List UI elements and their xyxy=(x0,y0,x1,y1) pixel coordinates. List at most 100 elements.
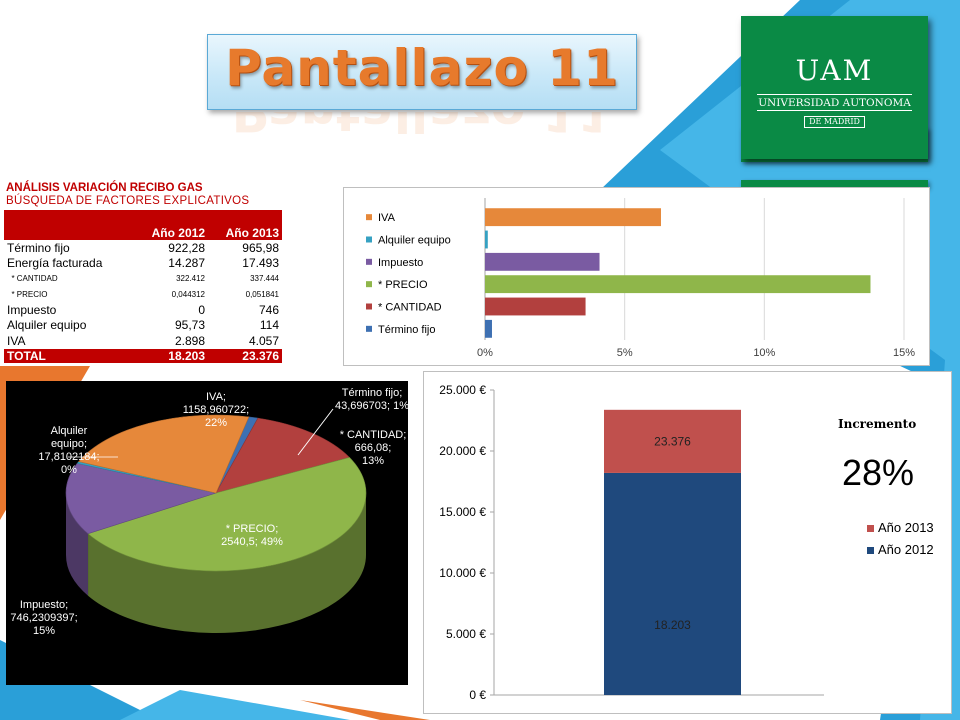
stack-bar-label-1: 23.376 xyxy=(654,434,691,448)
legend-swatch xyxy=(366,258,372,265)
pie-side-2 xyxy=(88,493,366,633)
pie-label-cantidad: * CANTIDAD; 666,08; 13% xyxy=(339,429,407,467)
y-tick-label: 15.000 € xyxy=(439,505,486,519)
table-cell-value: 965,98 xyxy=(242,240,279,255)
y-tick-label: 5.000 € xyxy=(446,627,486,641)
table-row: Impuesto 0 746 xyxy=(4,302,282,318)
legend-label: Término fijo xyxy=(378,324,435,336)
y-tick-label: 0 € xyxy=(469,688,486,702)
side-tab-2 xyxy=(741,180,928,188)
table-cell-value: 746 xyxy=(258,302,279,317)
table-row: Término fijo 922,28 965,98 xyxy=(4,240,282,256)
variation-bar-chart: 0% 5% 10% 15% IVA Alquiler equipo Impuesto * PR… xyxy=(366,198,915,359)
table-total-value: 23.376 xyxy=(208,348,282,363)
logo-acronym: UAM xyxy=(795,54,874,87)
x-tick-label: 0% xyxy=(477,347,493,359)
total-stacked-chart: 0 € 5.000 € 10.000 € 15.000 € 20.000 € 25.000… xyxy=(439,383,934,702)
legend-swatch xyxy=(366,325,372,332)
table-total-value: 18.203 xyxy=(134,348,208,363)
table-cell-value: 922,28 xyxy=(168,240,205,255)
x-tick-label: 15% xyxy=(893,347,915,359)
table-header-row: Año 2012 Año 2013 xyxy=(4,210,282,240)
table-header-blank xyxy=(4,210,134,240)
pie-label-termino-fijo: Término fijo; 43,696703; 1% xyxy=(334,387,410,412)
pie-slice-2 xyxy=(87,457,367,572)
table-subtitle: BÚSQUEDA DE FACTORES EXPLICATIVOS xyxy=(6,195,250,207)
y-tick-label: 20.000 € xyxy=(439,444,486,458)
legend-label: Alquiler equipo xyxy=(378,235,451,247)
logo-rule-top xyxy=(757,94,912,95)
legend-swatch xyxy=(366,214,372,221)
title-banner: Pantallazo 11 xyxy=(207,34,637,110)
legend-swatch xyxy=(366,236,372,243)
stack-bar-0 xyxy=(604,472,741,695)
table-cell-label: * PRECIO xyxy=(7,289,48,299)
bar-3 xyxy=(485,275,871,294)
pie-chart xyxy=(65,408,367,633)
y-tick-label: 25.000 € xyxy=(439,383,486,397)
legend-label: Impuesto xyxy=(378,257,423,269)
table-cell-value: 337.444 xyxy=(250,274,279,284)
stack-bar-label-0: 18.203 xyxy=(654,618,691,632)
table-cell-label: Término fijo xyxy=(7,240,70,255)
table-title: ANÁLISIS VARIACIÓN RECIBO GAS xyxy=(6,182,203,194)
table-cell-value: 2.898 xyxy=(174,333,205,348)
pie-label-precio: * PRECIO; 2540,5; 49% xyxy=(221,523,283,548)
table-row: Energía facturada 14.287 17.493 xyxy=(4,256,282,272)
increment-value: 28% xyxy=(842,452,915,493)
pie-slice-5 xyxy=(78,414,250,494)
pie-label-iva: IVA; 1158,960722; 22% xyxy=(182,391,250,429)
slide-title: Pantallazo 11 xyxy=(225,39,619,97)
uam-logo: UAM UNIVERSIDAD AUTONOMA DE MADRID xyxy=(741,16,928,159)
logo-city-box: DE MADRID xyxy=(741,111,928,129)
logo-university: UNIVERSIDAD AUTONOMA xyxy=(758,97,911,109)
table-cell-value: 14.287 xyxy=(168,256,205,271)
table-cell-value: 17.493 xyxy=(242,256,279,271)
bar-1 xyxy=(485,230,488,249)
legend-swatch xyxy=(366,303,372,310)
table-cell-value: 322.412 xyxy=(176,274,205,284)
table-cell-label: Energía facturada xyxy=(7,256,103,271)
increment-label: Incremento xyxy=(838,417,917,431)
table-header-2012: Año 2012 xyxy=(134,210,208,240)
legend-label: Año 2013 xyxy=(878,520,934,535)
legend-label: Año 2012 xyxy=(878,542,934,557)
x-tick-label: 5% xyxy=(617,347,633,359)
table-cell-value: 0,044312 xyxy=(171,289,205,299)
y-tick-label: 10.000 € xyxy=(439,566,486,580)
pie-chart-panel: IVA; 1158,960722; 22% Término fijo; 43,6… xyxy=(6,381,409,685)
table-row: * PRECIO 0,044312 0,051841 xyxy=(4,287,282,303)
total-stacked-chart-panel: 0 € 5.000 € 10.000 € 15.000 € 20.000 € 25.000… xyxy=(423,371,952,714)
table-cell-label: IVA xyxy=(7,333,26,348)
bar-5 xyxy=(485,319,492,338)
gas-bill-table: ANÁLISIS VARIACIÓN RECIBO GAS BÚSQUEDA D… xyxy=(4,182,284,364)
bar-0 xyxy=(485,208,661,227)
stack-bar-1 xyxy=(604,409,741,473)
data-table: Año 2012 Año 2013 Término fijo 922,28 965,… xyxy=(4,210,282,363)
table-row: IVA 2.898 4.057 xyxy=(4,333,282,349)
bar-2 xyxy=(485,252,600,271)
table-cell-value: 0 xyxy=(198,302,205,317)
legend-swatch xyxy=(366,281,372,288)
table-cell-value: 95,73 xyxy=(174,318,205,333)
pie-slice-3 xyxy=(65,463,218,535)
table-cell-label: Alquiler equipo xyxy=(7,318,87,333)
pie-label-impuesto: Impuesto; 746,2309397; 15% xyxy=(10,599,78,637)
legend-label: * CANTIDAD xyxy=(378,302,442,314)
legend-swatch xyxy=(867,547,874,554)
table-cell-label: * CANTIDAD xyxy=(7,274,58,284)
table-cell-label: Impuesto xyxy=(7,302,57,317)
legend-label: * PRECIO xyxy=(378,279,428,291)
legend-swatch xyxy=(867,525,874,532)
variation-bar-chart-panel: 0% 5% 10% 15% IVA Alquiler equipo Impuesto * PR… xyxy=(343,187,930,366)
table-row: * CANTIDAD 322.412 337.444 xyxy=(4,271,282,287)
table-header-2013: Año 2013 xyxy=(208,210,282,240)
x-tick-label: 10% xyxy=(753,347,775,359)
table-cell-value: 0,051841 xyxy=(245,289,279,299)
table-cell-value: 4.057 xyxy=(248,333,279,348)
bar-4 xyxy=(485,297,586,316)
table-cell-value: 114 xyxy=(259,318,279,333)
pie-side-3 xyxy=(66,493,89,596)
legend-label: IVA xyxy=(378,212,396,224)
table-row: Alquiler equipo 95,73 114 xyxy=(4,318,282,334)
